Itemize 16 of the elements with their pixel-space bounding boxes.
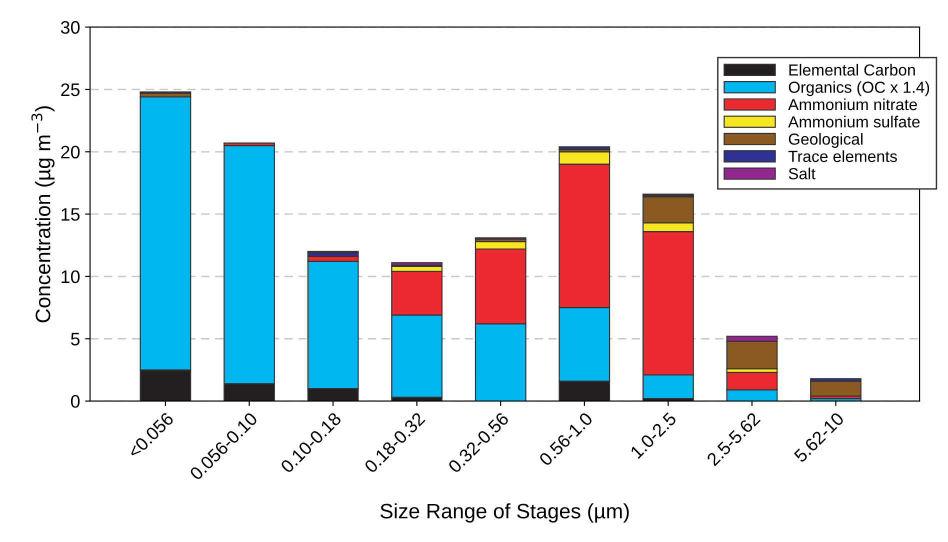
y-tick-label: 15: [62, 208, 80, 221]
legend-label: Elemental Carbon: [789, 64, 915, 76]
y-tick-label: 10: [62, 270, 80, 284]
legend-label: Geological: [788, 133, 862, 148]
y-tick-label: 25: [61, 83, 80, 96]
y-tick-label: 5: [71, 332, 80, 346]
y-tick-label: 0: [71, 395, 80, 408]
legend-label: Ammonium nitrate: [788, 98, 917, 110]
y-tick-label: 30: [60, 21, 80, 34]
legend-label: Organics (OC x 1.4): [788, 81, 930, 96]
legend-label: Ammonium sulfate: [788, 116, 920, 128]
x-axis-title: Size Range of Stages (µm): [380, 503, 629, 523]
y-axis-title: Concentration (µg m$^{−3}$): [31, 106, 54, 322]
legend-label: Trace elements: [788, 150, 897, 162]
y-tick-label: 20: [61, 146, 80, 158]
legend-label: Salt: [788, 168, 816, 180]
